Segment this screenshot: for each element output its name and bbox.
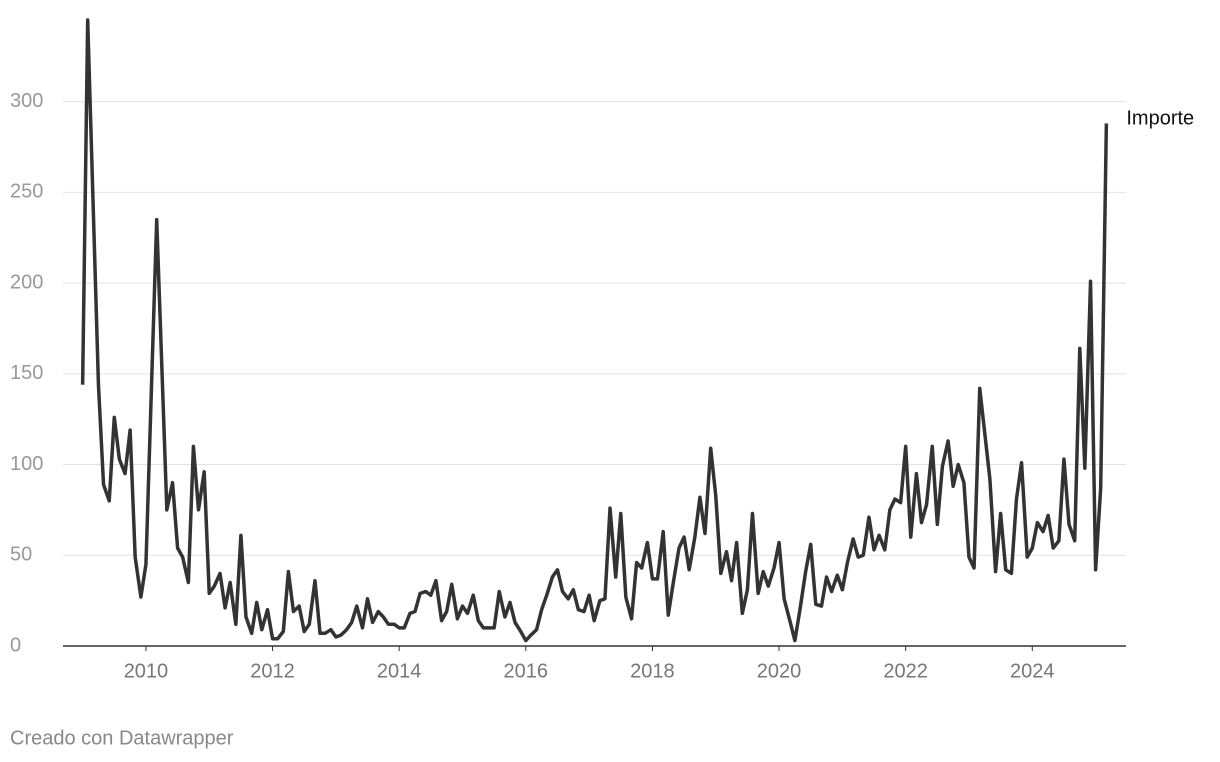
y-tick-label: 250 bbox=[10, 181, 43, 203]
x-tick-label: 2012 bbox=[250, 660, 295, 682]
y-tick-label: 150 bbox=[10, 362, 43, 384]
x-tick-label: 2020 bbox=[757, 660, 802, 682]
y-tick-label: 100 bbox=[10, 453, 43, 475]
y-tick-label: 50 bbox=[10, 544, 32, 566]
x-tick-label: 2010 bbox=[124, 660, 169, 682]
y-tick-label: 0 bbox=[10, 634, 21, 656]
x-tick-label: 2018 bbox=[630, 660, 675, 682]
y-tick-label: 300 bbox=[10, 90, 43, 112]
x-tick-label: 2014 bbox=[377, 660, 422, 682]
x-tick-label: 2024 bbox=[1010, 660, 1055, 682]
footer: Creado con Datawrapper bbox=[10, 727, 234, 749]
series-label: Importe bbox=[1126, 108, 1194, 130]
x-tick-label: 2016 bbox=[504, 660, 549, 682]
x-tick-label: 2022 bbox=[883, 660, 928, 682]
y-tick-label: 200 bbox=[10, 271, 43, 293]
line bbox=[80, 18, 1109, 643]
